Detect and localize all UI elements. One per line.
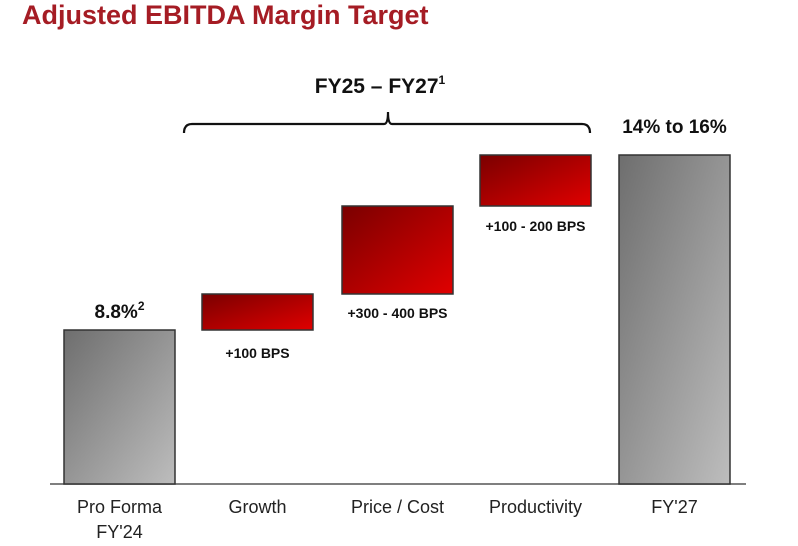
category-label-1: Growth: [228, 497, 286, 517]
category-label-2: Price / Cost: [351, 497, 444, 517]
chart-title: Adjusted EBITDA Margin Target: [22, 0, 429, 30]
bracket-label: FY25 – FY271: [315, 73, 446, 98]
bar-0: [63, 329, 176, 485]
bar-2: [341, 205, 454, 295]
data-label-2: +300 - 400 BPS: [347, 305, 447, 321]
category-label-0: Pro Forma: [77, 497, 163, 517]
category-label-3: Productivity: [489, 497, 582, 517]
data-label-0: 8.8%2: [95, 299, 145, 323]
bar-1: [201, 293, 314, 331]
category-label-0-line2: FY'24: [96, 522, 142, 542]
data-label-4: 14% to 16%: [622, 117, 727, 138]
bar-3: [479, 154, 592, 207]
data-label-3: +100 - 200 BPS: [485, 218, 585, 234]
category-label-4: FY'27: [651, 497, 697, 517]
bar-4: [618, 154, 731, 485]
bracket: [182, 111, 592, 134]
data-label-1: +100 BPS: [225, 345, 289, 361]
